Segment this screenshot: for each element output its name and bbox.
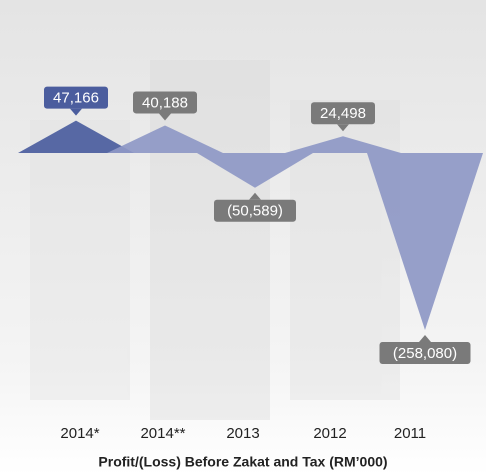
value-label: (258,080)	[393, 345, 457, 362]
x-tick-label: 2014*	[60, 425, 99, 442]
x-tick-label: 2011	[394, 425, 426, 442]
x-tick-label: 2013	[226, 425, 259, 442]
x-tick-label: 2012	[313, 425, 346, 442]
chart-title: Profit/(Loss) Before Zakat and Tax (RM’0…	[98, 454, 387, 470]
value-label: 24,498	[320, 105, 366, 122]
value-label: 40,188	[142, 94, 188, 111]
page: {"chart_data": {"type": "triangle", "tit…	[0, 0, 486, 476]
x-tick-label: 2014**	[140, 425, 185, 442]
value-label: 47,166	[53, 90, 99, 107]
chart: 47,166 2014* 40,188 2014** (50,589) 2013 24,49…	[0, 0, 486, 476]
value-label: (50,589)	[227, 203, 283, 220]
